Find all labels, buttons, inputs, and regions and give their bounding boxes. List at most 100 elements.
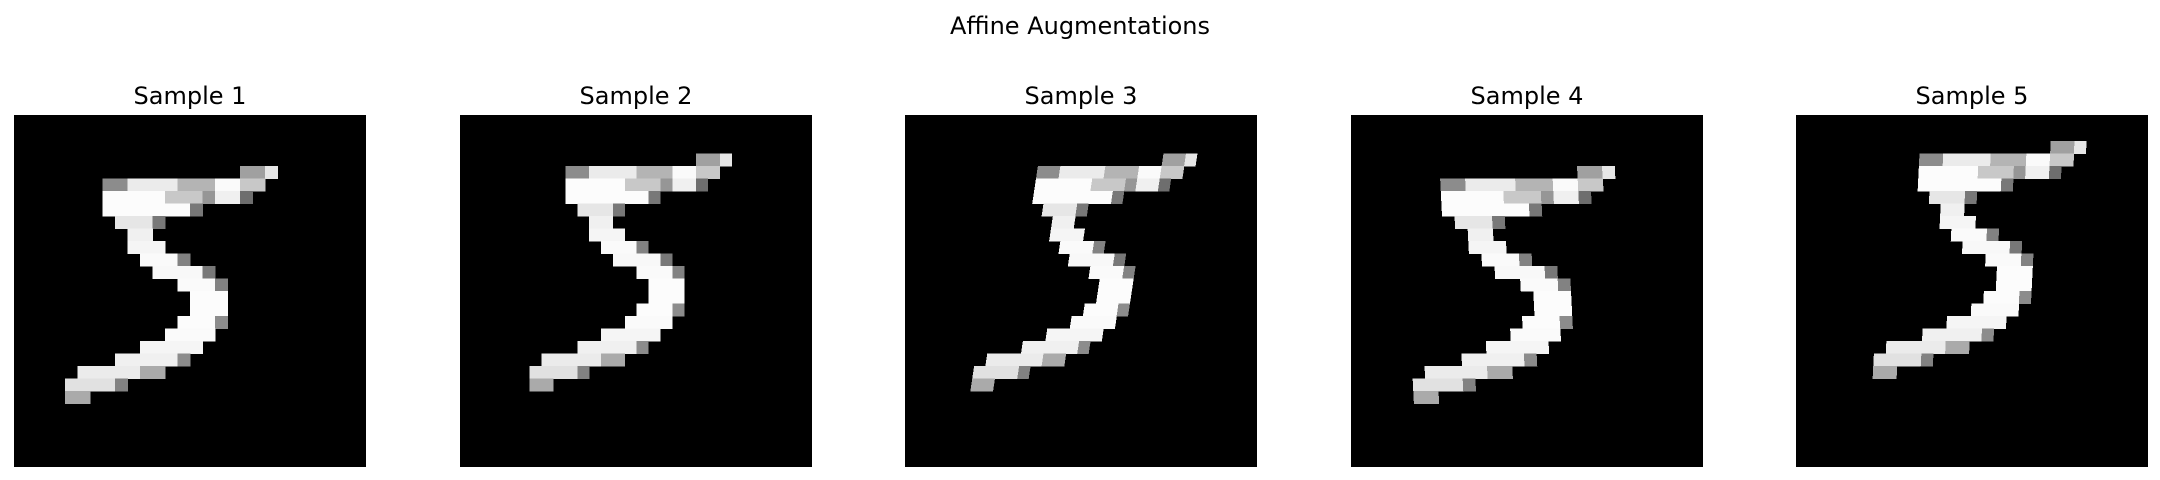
digit-pixel xyxy=(1951,203,1965,217)
digit-pixel xyxy=(1114,166,1129,179)
digit-pixel xyxy=(1535,328,1549,342)
digit-pixel xyxy=(90,378,103,392)
digit-pixel xyxy=(672,303,685,317)
digit-pixel xyxy=(202,178,216,192)
digit-pixel xyxy=(2025,153,2039,167)
digit-pixel xyxy=(1461,353,1475,367)
digit-pixel xyxy=(624,253,637,267)
digit-pixel xyxy=(553,366,566,379)
digit-pixel xyxy=(1553,191,1567,204)
digit-pixel xyxy=(1454,216,1468,229)
digit-pixel xyxy=(541,353,554,367)
digit-pixel xyxy=(2025,166,2038,179)
digit-pixel xyxy=(140,353,153,367)
digit-pixel xyxy=(612,191,625,204)
digit-pixel xyxy=(1478,203,1493,217)
digit-pixel xyxy=(1135,178,1149,192)
digit-pixel xyxy=(1094,303,1108,317)
digit-pixel xyxy=(1097,278,1112,292)
digit-pixel xyxy=(1479,216,1493,229)
digit-pixel xyxy=(1045,178,1059,192)
digit-pixel xyxy=(1032,191,1046,204)
digit-pixel xyxy=(648,303,661,317)
digit-pixel xyxy=(127,241,141,254)
digit-five-icon xyxy=(970,153,1198,392)
digit-pixel xyxy=(77,366,91,379)
digit-pixel xyxy=(1080,316,1095,329)
digit-pixel xyxy=(215,191,228,204)
digit-pixel xyxy=(1069,241,1084,254)
digit-pixel xyxy=(1020,341,1035,354)
digit-pixel xyxy=(1043,191,1057,204)
digit-pixel xyxy=(1110,266,1125,279)
digit-pixel xyxy=(1940,191,1954,204)
digit-pixel xyxy=(577,353,590,367)
digit-pixel xyxy=(1069,316,1084,329)
digit-pixel xyxy=(1985,253,1998,267)
digit-pixel xyxy=(1516,203,1530,217)
digit-pixel xyxy=(1965,166,1979,179)
digit-pixel xyxy=(541,366,554,379)
digit-pixel xyxy=(1493,241,1507,254)
digit-pixel xyxy=(672,266,685,279)
digit-pixel xyxy=(636,191,649,204)
digit-pixel xyxy=(1054,341,1069,354)
digit-pixel xyxy=(577,341,590,354)
digit-pixel xyxy=(202,191,216,204)
digit-pixel xyxy=(1118,291,1132,304)
digit-pixel xyxy=(684,178,697,192)
digit-pixel xyxy=(1103,316,1117,329)
digit-pixel xyxy=(612,241,625,254)
digit-pixel xyxy=(589,216,602,229)
digit-pixel xyxy=(1079,253,1093,267)
digit-pixel xyxy=(252,178,266,192)
sample-title-1: Sample 1 xyxy=(133,82,247,110)
sample-panel-5: Sample 5 xyxy=(1796,78,2148,467)
digit-pixel xyxy=(1120,278,1134,292)
digit-pixel xyxy=(624,191,637,204)
digit-pixel xyxy=(2009,241,2023,254)
digit-pixel xyxy=(202,303,216,317)
digit-pixel xyxy=(215,178,228,192)
digit-pixel xyxy=(1477,178,1492,192)
digit-pixel xyxy=(601,216,614,229)
digit-pixel xyxy=(1148,166,1162,179)
digit-pixel xyxy=(983,366,997,379)
digit-pixel xyxy=(1035,166,1050,179)
digit-pixel xyxy=(1533,303,1548,317)
digit-pixel xyxy=(1510,328,1524,342)
digit-pixel xyxy=(177,203,191,217)
digit-pixel xyxy=(1559,316,1573,329)
digit-pixel xyxy=(589,178,602,192)
digit-pixel xyxy=(1487,366,1501,379)
digit-pixel xyxy=(190,191,203,204)
digit-pixel xyxy=(190,203,203,217)
digit-pixel xyxy=(177,316,191,329)
digit-pixel xyxy=(660,253,673,267)
digit-pixel xyxy=(1523,353,1538,367)
digit-pixel xyxy=(696,178,709,192)
sample-title-5: Sample 5 xyxy=(1915,82,2029,110)
digit-pixel xyxy=(1474,366,1488,379)
digit-pixel xyxy=(2000,178,2014,192)
digit-pixel xyxy=(202,316,216,329)
digit-pixel xyxy=(577,366,590,379)
digit-pixel xyxy=(1017,366,1031,379)
digit-pixel xyxy=(1043,341,1057,354)
digit-pixel xyxy=(672,166,685,179)
digit-pixel xyxy=(601,228,614,242)
digit-pixel xyxy=(1981,316,1995,329)
digit-pixel xyxy=(1052,353,1067,367)
digit-pixel xyxy=(1503,191,1517,204)
digit-pixel xyxy=(660,303,673,317)
digit-pixel xyxy=(1941,178,1955,192)
digit-pixel xyxy=(1034,178,1048,192)
digit-pixel xyxy=(636,178,649,192)
digit-pixel xyxy=(553,353,566,367)
digit-pixel xyxy=(1049,228,1063,242)
digit-pixel xyxy=(1473,353,1488,367)
digit-pixel xyxy=(190,291,203,304)
digit-pixel xyxy=(612,166,625,179)
digit-pixel xyxy=(1946,316,1960,329)
digit-pixel xyxy=(1982,303,1996,317)
